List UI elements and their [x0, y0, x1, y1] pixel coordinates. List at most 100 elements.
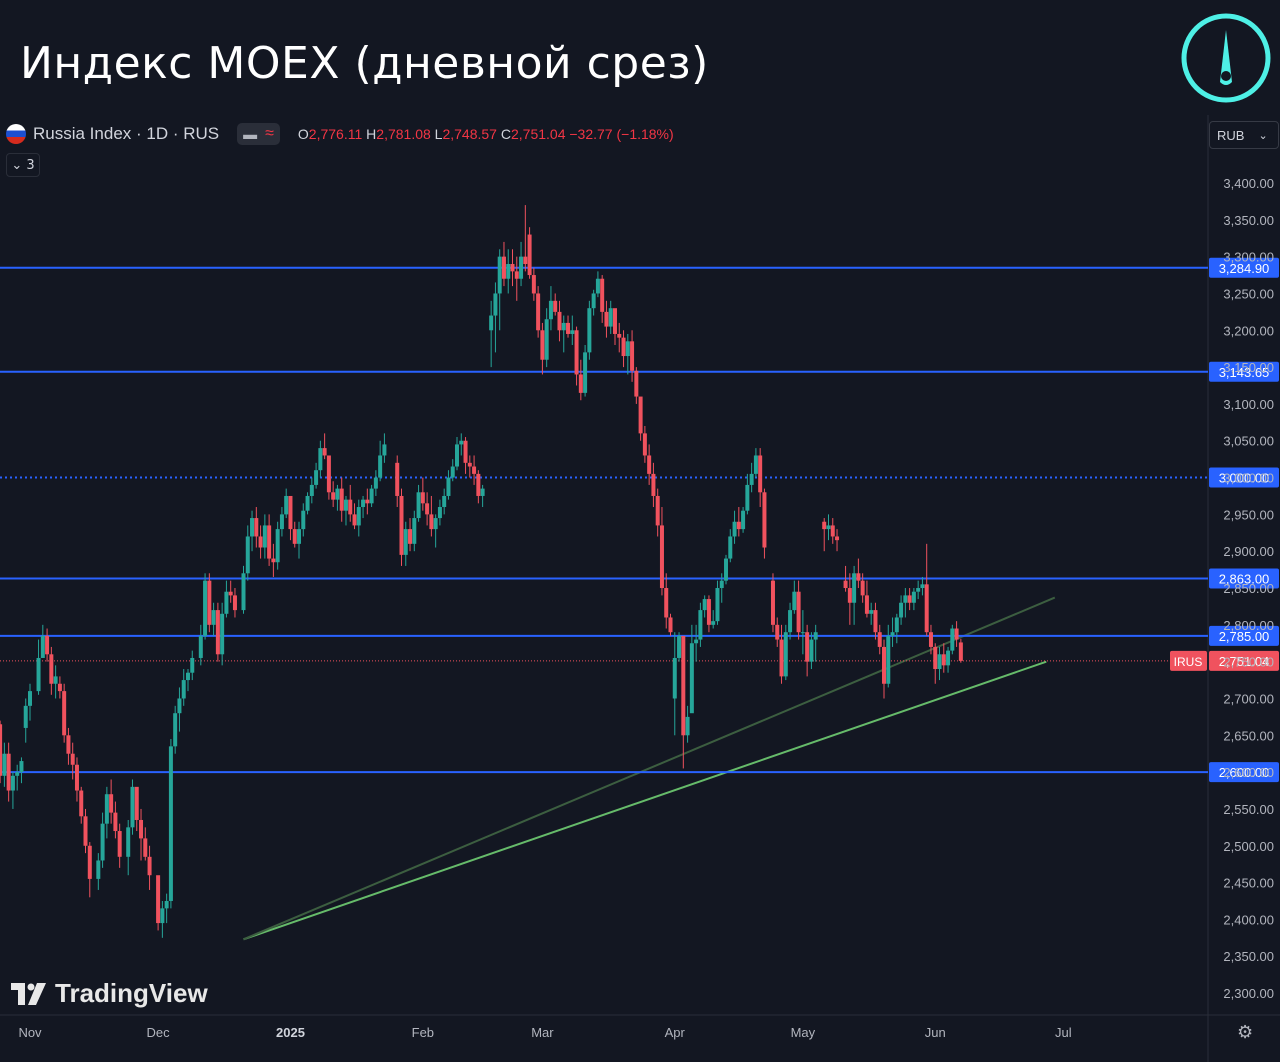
- candle-body: [476, 473, 481, 496]
- last-price-symbol-tag: [1170, 650, 1207, 671]
- candle-body: [779, 639, 784, 677]
- candle-body: [950, 628, 955, 651]
- candle-body: [228, 591, 233, 596]
- chevron-down-icon: ⌄: [1258, 129, 1268, 142]
- x-tick-label: May: [791, 1025, 816, 1040]
- candle-body: [87, 845, 92, 879]
- candle-body: [574, 330, 579, 375]
- candle-body: [416, 492, 421, 519]
- candle-body: [198, 635, 203, 658]
- candle-body: [15, 772, 20, 776]
- candle-body: [211, 610, 216, 625]
- candle-body: [548, 300, 553, 320]
- legend-controls[interactable]: ▬ ≈: [237, 123, 280, 145]
- candle-body: [736, 521, 741, 530]
- y-tick-label: 2,800.00: [1223, 618, 1274, 633]
- page-title: Индекс MOEX (дневной срез): [20, 38, 709, 89]
- y-tick-label: 3,150.00: [1223, 360, 1274, 375]
- candle-body: [301, 510, 306, 530]
- candle-body: [536, 293, 541, 331]
- candle-body: [19, 761, 24, 773]
- candle-body: [715, 588, 720, 622]
- candle-body: [506, 264, 511, 279]
- candle-body: [288, 495, 293, 530]
- gear-icon[interactable]: ⚙: [1237, 1022, 1254, 1043]
- candle-body: [139, 819, 144, 839]
- candle-body: [847, 588, 852, 603]
- indicator-count: 3: [26, 157, 35, 173]
- tradingview-logo[interactable]: TradingView: [11, 978, 208, 1009]
- candle-body: [698, 610, 703, 640]
- candle-body: [258, 536, 263, 548]
- candle-body: [10, 775, 15, 791]
- y-tick-label: 2,750.00: [1223, 655, 1274, 670]
- time-axis[interactable]: Nov Dec 2025 Feb Mar Apr May Jun Jul: [18, 1025, 1071, 1040]
- last-price-tag: [1209, 650, 1279, 671]
- candle-body: [924, 584, 929, 633]
- candle-body: [911, 591, 916, 603]
- level-price-tag: [1209, 762, 1279, 783]
- candle-body: [689, 643, 694, 714]
- level-price-label: 2,785.00: [1219, 629, 1270, 644]
- y-tick-label: 3,350.00: [1223, 213, 1274, 228]
- candle-body: [681, 635, 686, 736]
- low-value: 2,748.57: [442, 126, 497, 142]
- candle-body: [882, 646, 886, 684]
- candle-body: [843, 580, 848, 589]
- candle-body: [544, 319, 549, 360]
- trendline: [243, 596, 1056, 941]
- level-price-label: 2,600.00: [1219, 765, 1270, 780]
- candle-body: [937, 654, 942, 670]
- price-axis[interactable]: 3,400.00 3,350.00 3,300.00 3,250.00 3,200.00…: [1223, 176, 1274, 1001]
- candle-body: [2, 753, 7, 776]
- candle-body: [378, 455, 383, 478]
- candle-body: [860, 580, 865, 596]
- candle-body: [672, 657, 677, 699]
- candle-body: [732, 521, 737, 537]
- candle-body: [634, 370, 639, 397]
- candle-body: [207, 580, 212, 625]
- candle-body: [578, 374, 583, 393]
- level-price-label: 3,284.90: [1219, 261, 1270, 276]
- candle-body: [177, 698, 182, 714]
- currency-select[interactable]: RUB ⌄: [1209, 121, 1279, 149]
- y-tick-label: 2,350.00: [1223, 949, 1274, 964]
- candle-body: [425, 503, 430, 515]
- candle-body: [809, 639, 814, 662]
- candle-body: [408, 529, 413, 544]
- candle-body: [224, 591, 229, 614]
- candle-body: [510, 264, 515, 272]
- candle-body: [877, 632, 882, 647]
- candle-body: [852, 573, 857, 603]
- candle-body: [343, 499, 348, 511]
- candle-body: [621, 337, 626, 357]
- y-tick-label: 2,550.00: [1223, 802, 1274, 817]
- last-price-label: 2,751.04: [1219, 654, 1270, 669]
- candle-body: [702, 599, 707, 611]
- candle-body: [104, 794, 109, 824]
- candle-body: [813, 632, 818, 640]
- candle-body: [437, 507, 442, 519]
- candle-body: [463, 440, 468, 463]
- candle-body: [467, 462, 472, 467]
- candle-body: [523, 256, 528, 265]
- wave-icon[interactable]: ≈: [265, 125, 274, 142]
- candle-body: [920, 584, 925, 589]
- candle-body: [894, 617, 899, 633]
- symbol-label[interactable]: Russia Index · 1D · RUS: [33, 124, 220, 143]
- candle-body: [958, 642, 963, 661]
- candle-body: [28, 691, 32, 706]
- candle-body: [79, 790, 84, 817]
- chart-legend: Russia Index · 1D · RUS ▬ ≈ O2,776.11 H2…: [6, 123, 674, 145]
- visibility-icon[interactable]: ▬: [243, 126, 258, 142]
- candle-body: [796, 591, 801, 633]
- candle-body: [49, 654, 54, 684]
- x-tick-label: Nov: [18, 1025, 42, 1040]
- indicators-collapse-button[interactable]: ⌄ 3: [6, 153, 40, 177]
- high-value: 2,781.08: [376, 126, 431, 142]
- candle-body: [40, 635, 45, 658]
- candle-body: [762, 492, 767, 548]
- candle-body: [630, 341, 635, 371]
- candle-body: [66, 735, 71, 754]
